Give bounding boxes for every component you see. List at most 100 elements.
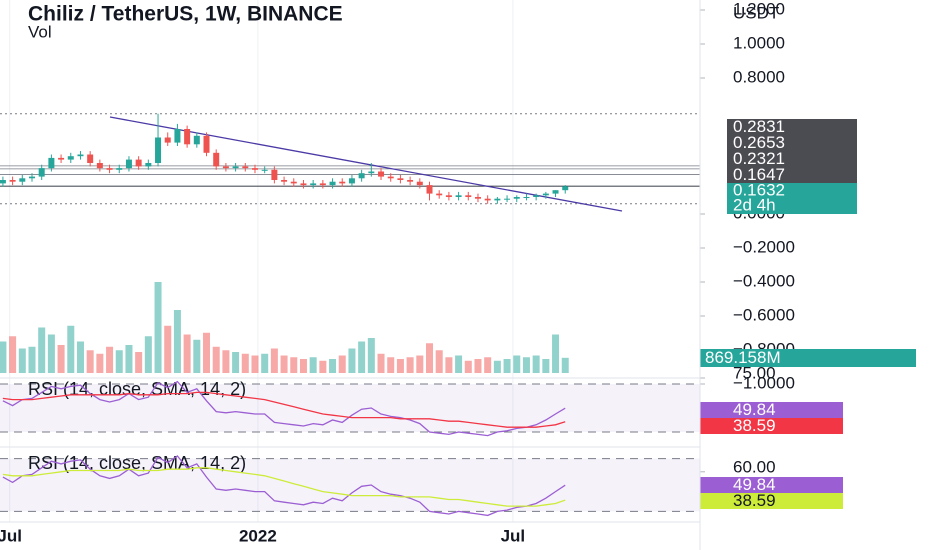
candle-body (319, 183, 326, 186)
rsi-line (2, 380, 566, 437)
volume-bar (144, 336, 152, 373)
volume-bar (212, 346, 220, 373)
chart-title: Chiliz / TetherUS, 1W, BINANCE (28, 3, 343, 26)
volume-bar (222, 350, 230, 373)
candle-body (125, 159, 132, 169)
price-label-box (727, 135, 857, 151)
volume-bar (319, 360, 327, 373)
candle-body (0, 180, 6, 184)
candle-body (116, 168, 123, 170)
volume-bar (484, 357, 492, 373)
indicator-title: RSI (14, close, SMA, 14, 2) (28, 453, 246, 473)
candle-body (261, 169, 268, 171)
volume-bar (513, 355, 521, 373)
indicator-title: RSI (14, close, SMA, 14, 2) (28, 379, 246, 399)
candle-body (426, 185, 433, 194)
volume-bar (135, 352, 143, 373)
candle-body (310, 183, 317, 186)
value-label: 49.84 (733, 400, 776, 419)
volume-bar (435, 350, 443, 373)
price-label-box (727, 119, 857, 135)
candle-body (504, 198, 511, 200)
volume-bar (125, 345, 133, 373)
candle-body (329, 181, 336, 186)
candle-body (271, 169, 278, 180)
volume-bar (173, 310, 181, 373)
volume-bar (299, 359, 307, 373)
volume-bar (164, 325, 172, 373)
volume-bar (76, 341, 84, 373)
value-label-box (700, 418, 843, 434)
candle-body (145, 163, 152, 167)
candle-body (455, 195, 462, 197)
candle-body (494, 198, 501, 201)
candle-body (552, 190, 559, 194)
volume-bar (280, 355, 288, 373)
volume-bar (367, 338, 375, 373)
candle-body (38, 168, 45, 177)
under-layer (0, 0, 700, 522)
volume-bar (38, 327, 46, 373)
volume-bar (57, 345, 65, 373)
value-label-box (700, 477, 843, 493)
volume-bar (96, 353, 104, 373)
candle-body (67, 156, 74, 160)
volume-bar (115, 350, 123, 373)
value-label: 49.84 (733, 475, 776, 494)
candle-body (445, 195, 452, 197)
volume-bar (522, 357, 530, 373)
price-label-box (727, 151, 857, 167)
rsi-line (2, 391, 566, 428)
x-tick-label: 2022 (239, 526, 277, 545)
candle-body (155, 137, 162, 163)
candle-body (135, 159, 142, 167)
volume-bar (503, 359, 511, 373)
candle-body (533, 195, 540, 197)
volume-bar (270, 348, 278, 373)
candle-body (290, 181, 297, 184)
x-tick-label: Jul (0, 526, 22, 545)
volume-bar (9, 336, 17, 373)
volume-title: Vol (28, 22, 52, 41)
candle-body (164, 137, 171, 143)
volume-bar (329, 359, 337, 373)
candle-body (465, 195, 472, 197)
over-layer: Jul2022Jul1.20001.00000.80000.0000−0.200… (0, 0, 916, 545)
y-tick-label: 60.00 (733, 457, 776, 476)
value-label-box (700, 493, 843, 509)
candle-body (513, 197, 520, 199)
volume-bar (552, 334, 560, 373)
volume-bar (358, 341, 366, 373)
candle-body (251, 168, 258, 170)
countdown: 2d 4h (733, 195, 776, 214)
candle-body (19, 178, 26, 182)
value-label: 38.59 (733, 416, 776, 435)
volume-bar (387, 357, 395, 373)
volume-bar (86, 350, 94, 373)
y-tick-label: 75.00 (733, 363, 776, 382)
candle-body (222, 166, 229, 169)
candle-body (387, 176, 394, 179)
volume-bar (474, 359, 482, 373)
volume-bar (47, 334, 55, 373)
candle-body (397, 178, 404, 180)
candle-body (416, 181, 423, 186)
candle-body (203, 135, 210, 153)
volume-bar (232, 352, 240, 373)
volume-bar (348, 348, 356, 373)
volume-bar (561, 357, 569, 373)
volume-bar (251, 355, 259, 373)
candle-body (348, 178, 355, 184)
candle-body (542, 193, 549, 196)
candle-body (339, 181, 346, 184)
candle-body (174, 129, 181, 143)
volume-bar (493, 360, 501, 373)
value-label: 38.59 (733, 491, 776, 510)
volume-bar (290, 357, 298, 373)
volume-bar (28, 346, 36, 373)
candle-body (184, 129, 191, 145)
candle-body (87, 154, 94, 163)
candle-body (242, 166, 249, 169)
candle-body (28, 176, 35, 179)
volume-bar (416, 355, 424, 373)
